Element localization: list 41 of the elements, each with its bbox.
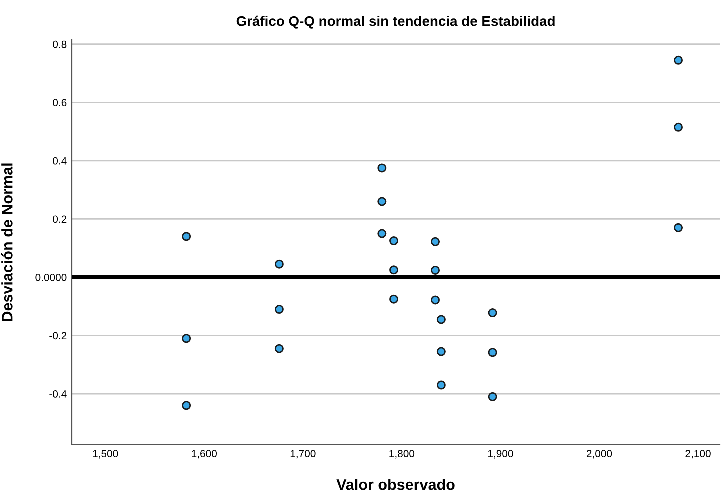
point bbox=[274, 305, 284, 314]
point bbox=[378, 197, 387, 206]
point bbox=[674, 122, 684, 132]
x-axis-title: Valor observado bbox=[336, 479, 455, 490]
y-tick-label: 0.2 bbox=[53, 216, 67, 224]
point bbox=[431, 296, 440, 305]
point bbox=[182, 232, 192, 242]
point bbox=[390, 294, 399, 304]
point bbox=[182, 401, 192, 410]
point bbox=[431, 237, 440, 246]
point bbox=[378, 229, 387, 238]
point bbox=[274, 260, 284, 269]
point bbox=[274, 344, 284, 354]
point bbox=[431, 266, 440, 275]
point bbox=[436, 380, 446, 390]
chart-title: Gráfico Q-Q normal sin tendencia de Estabilidad bbox=[236, 16, 555, 29]
x-tick-label: 2,100 bbox=[686, 450, 711, 459]
point bbox=[488, 308, 498, 318]
x-tick-label: 2,000 bbox=[586, 450, 612, 459]
y-axis-title: Desviación de Normal bbox=[1, 164, 13, 322]
y-tick-label: 0.4 bbox=[53, 157, 67, 165]
x-tick-label: 1,600 bbox=[192, 450, 217, 459]
point bbox=[390, 266, 399, 275]
y-tick-label: 0.0000 bbox=[36, 274, 67, 282]
x-tick-label: 1,700 bbox=[290, 450, 316, 459]
point bbox=[390, 236, 399, 246]
x-tick-label: 1,800 bbox=[390, 450, 415, 459]
point bbox=[488, 348, 498, 358]
y-tick-label: 0.6 bbox=[53, 99, 67, 107]
point bbox=[378, 164, 387, 173]
point bbox=[436, 315, 446, 324]
point bbox=[182, 334, 192, 344]
point bbox=[488, 392, 498, 402]
y-tick-label: -0.2 bbox=[50, 332, 67, 340]
y-tick-label: -0.4 bbox=[50, 390, 67, 398]
point bbox=[436, 347, 446, 356]
x-tick-label: 1,500 bbox=[93, 450, 118, 459]
point bbox=[674, 223, 684, 232]
y-tick-label: 0.8 bbox=[53, 40, 67, 48]
point bbox=[674, 56, 684, 65]
x-tick-label: 1,900 bbox=[488, 450, 514, 459]
